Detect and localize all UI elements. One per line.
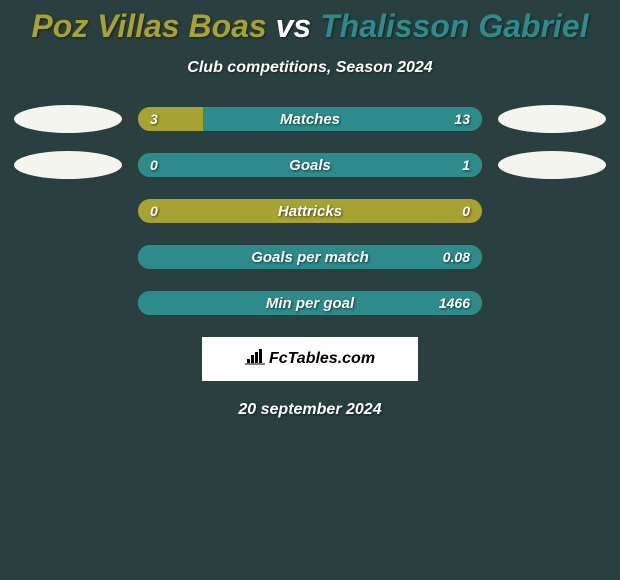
bar-value-right: 1466 [439,291,470,315]
title-vs: vs [276,8,312,44]
stat-row: Min per goal1466 [0,291,620,315]
stat-bar: Matches3 13 [138,107,482,131]
ellipse-left [14,151,122,179]
bar-label: Matches [138,107,482,131]
barchart-icon [245,349,265,370]
bar-value-right: 13 [454,107,470,131]
bar-value-left: 0 [150,199,158,223]
stat-bar: Hattricks0 0 [138,199,482,223]
bar-label: Hattricks [138,199,482,223]
title-player1: Poz Villas Boas [31,8,266,44]
page-title: Poz Villas Boas vs Thalisson Gabriel [0,0,620,45]
stat-bar: Goals per match0.08 [138,245,482,269]
bar-value-left: 3 [150,107,158,131]
stat-rows: Matches313Goals01Hattricks00Goals per ma… [0,107,620,315]
bar-value-right: 0.08 [443,245,470,269]
ellipse-right [498,151,606,179]
stat-row: Goals per match0.08 [0,245,620,269]
stat-bar: Min per goal1466 [138,291,482,315]
stat-row: Matches3 13 [0,107,620,131]
logo-text: FcTables.com [269,350,375,368]
logo: FcTables.com [245,349,375,370]
bar-label: Goals [138,153,482,177]
subtitle: Club competitions, Season 2024 [0,59,620,77]
footer-date: 20 september 2024 [0,401,620,419]
logo-box: FcTables.com [202,337,418,381]
bar-label: Min per goal [138,291,482,315]
stat-bar: Goals0 1 [138,153,482,177]
bar-value-left: 0 [150,153,158,177]
bar-value-right: 0 [462,199,470,223]
ellipse-right [498,105,606,133]
title-player2: Thalisson Gabriel [320,8,589,44]
bar-value-right: 1 [462,153,470,177]
bar-label: Goals per match [138,245,482,269]
stat-row: Goals0 1 [0,153,620,177]
ellipse-left [14,105,122,133]
stat-row: Hattricks0 0 [0,199,620,223]
